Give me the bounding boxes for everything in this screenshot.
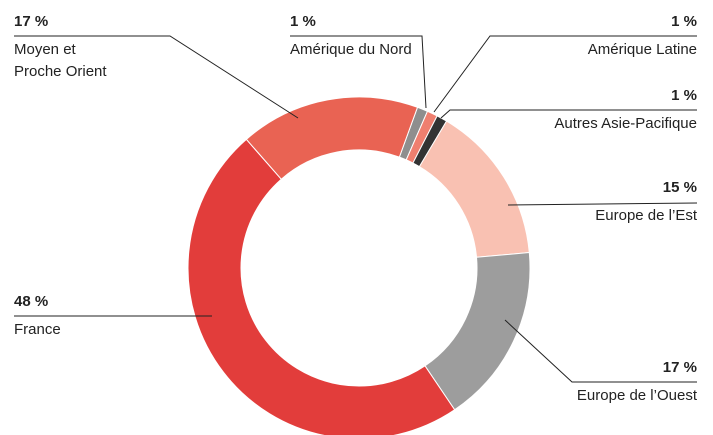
leader-line — [290, 35, 427, 109]
category-label: France — [14, 321, 61, 338]
slice-label: 1 % Amérique du Nord — [290, 11, 440, 61]
category-label: Amérique du Nord — [290, 41, 412, 58]
category-label: Europe de l’Est — [595, 207, 697, 224]
percent-label: 1 % — [671, 87, 697, 104]
percent-label: 1 % — [671, 13, 697, 30]
slice — [424, 251, 531, 411]
slice — [187, 138, 456, 435]
slice-label: 1 % Autres Asie-Pacifique — [480, 85, 697, 135]
slice-label: 17 % Europe de l’Ouest — [520, 357, 697, 407]
slice — [245, 96, 419, 180]
slice-label: 48 % France — [14, 291, 214, 341]
category-label: Amérique Latine — [587, 41, 697, 58]
percent-label: 48 % — [14, 293, 49, 310]
leader-line — [507, 202, 698, 206]
leader-line — [14, 35, 299, 119]
percent-label: 1 % — [290, 13, 316, 30]
slice-label: 17 % Moyen et Proche Orient — [14, 11, 174, 83]
leader-line — [440, 109, 697, 119]
category-label: Moyen et Proche Orient — [14, 41, 107, 80]
category-label: Autres Asie-Pacifique — [554, 115, 697, 132]
slice-label: 1 % Amérique Latine — [520, 11, 697, 61]
slice — [418, 120, 530, 258]
percent-label: 17 % — [14, 13, 49, 30]
percent-label: 15 % — [662, 179, 697, 196]
category-label: Europe de l’Ouest — [576, 387, 697, 404]
percent-label: 17 % — [662, 359, 697, 376]
leader-line — [504, 319, 697, 383]
slice-label: 15 % Europe de l’Est — [520, 177, 697, 227]
leader-line — [433, 35, 697, 113]
